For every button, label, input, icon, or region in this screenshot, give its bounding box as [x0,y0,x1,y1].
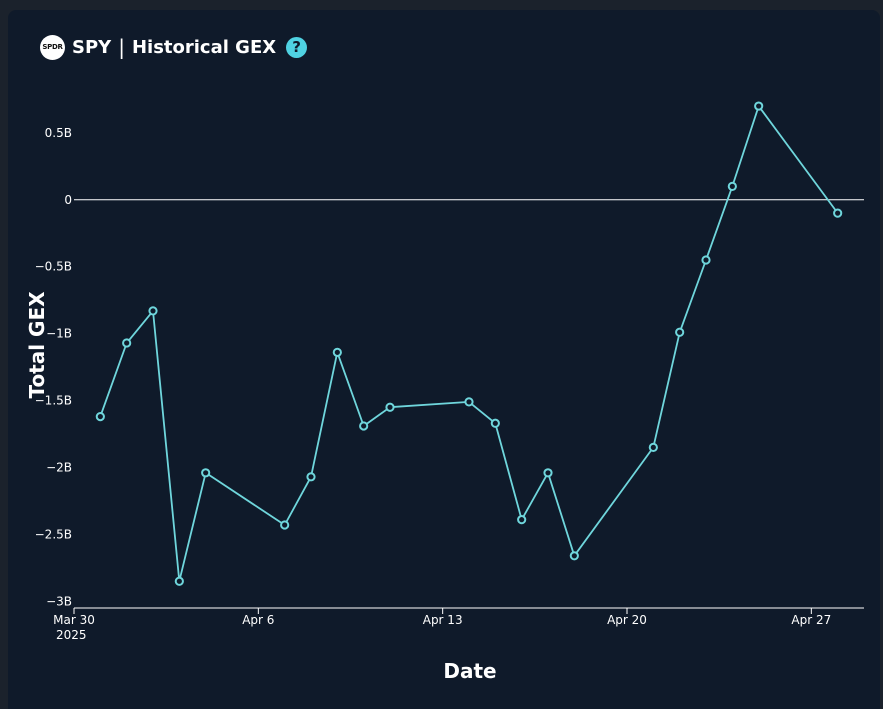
data-point[interactable] [148,306,158,316]
x-tick-label: Apr 27 [791,613,831,627]
data-point[interactable] [201,468,211,478]
y-tick-label: −2.5B [35,527,72,541]
y-axis-title: Total GEX [25,291,49,399]
data-point[interactable] [332,347,342,357]
data-point[interactable] [543,468,553,478]
data-point[interactable] [675,327,685,337]
data-point[interactable] [727,181,737,191]
data-point[interactable] [648,442,658,452]
y-tick-label: −1.5B [35,394,72,408]
data-point[interactable] [306,472,316,482]
data-point[interactable] [517,515,527,525]
question-circle-icon[interactable]: ? [286,36,308,58]
x-tick-sublabel: 2025 [56,628,87,642]
data-point[interactable] [122,338,132,348]
data-point[interactable] [569,551,579,561]
data-point[interactable] [385,402,395,412]
data-point[interactable] [174,576,184,586]
y-tick-label: 0 [64,193,72,207]
data-point[interactable] [490,418,500,428]
title-separator: | [118,35,125,59]
x-tick-label: Mar 30 [53,613,95,627]
data-point[interactable] [754,101,764,111]
data-point[interactable] [464,397,474,407]
data-point[interactable] [701,255,711,265]
data-point[interactable] [280,520,290,530]
y-tick-label: −3B [46,594,72,608]
x-tick-label: Apr 6 [242,613,274,627]
x-tick-label: Apr 13 [423,613,463,627]
data-point[interactable] [359,421,369,431]
chart-header: SPDR SPY | Historical GEX ? [40,34,308,60]
y-tick-label: −1B [46,327,72,341]
gex-series-line [99,105,839,583]
chart-title: Historical GEX [131,36,277,58]
y-tick-label: −0.5B [35,260,72,274]
y-tick-label: 0.5B [45,126,72,140]
ticker-symbol: SPY [72,36,112,58]
x-axis-title: Date [443,659,496,683]
data-point[interactable] [833,208,843,218]
x-tick-label: Apr 20 [607,613,647,627]
chart-panel [8,10,880,709]
y-tick-label: −2B [46,460,72,474]
data-point[interactable] [95,411,105,422]
spdr-logo: SPDR [40,34,65,60]
